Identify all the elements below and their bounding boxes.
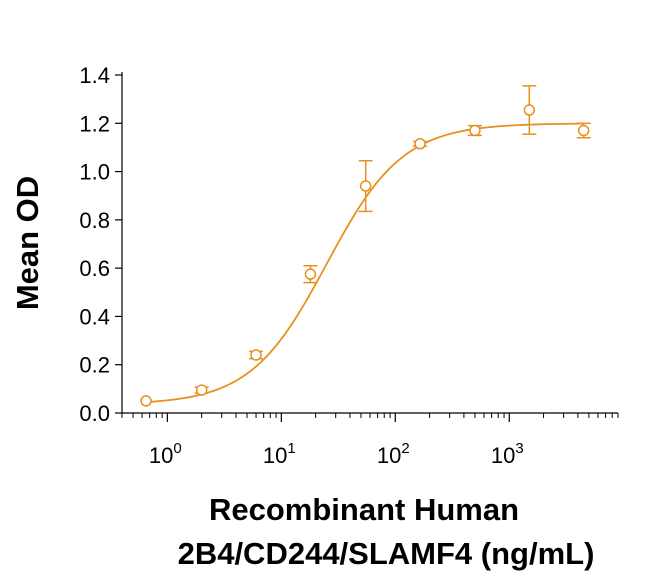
data-point: [249, 349, 264, 361]
y-tick-label: 0.6: [79, 256, 110, 281]
y-tick-label: 1.4: [79, 63, 110, 88]
y-tick-label: 0.4: [79, 304, 110, 329]
data-point: [576, 122, 591, 139]
y-tick-label: 1.0: [79, 160, 110, 185]
y-tick-label: 1.2: [79, 111, 110, 136]
fit-curve: [145, 122, 584, 404]
y-tick-label: 0.8: [79, 208, 110, 233]
data-point: [140, 395, 152, 407]
y-tick-label: 0.2: [79, 353, 110, 378]
data-point: [194, 384, 209, 396]
x-axis-title-line-1: Recombinant Human: [209, 492, 519, 527]
data-point: [358, 159, 373, 213]
y-tick-label: 0.0: [79, 401, 110, 426]
data-point: [522, 85, 537, 135]
point-marker: [195, 384, 208, 396]
point-marker: [250, 349, 262, 361]
x-axis-title-line-2: 2B4/CD244/SLAMF4 (ng/mL): [178, 536, 595, 571]
y-axis-title: Mean OD: [10, 176, 45, 310]
data-point: [413, 138, 428, 150]
point-marker: [140, 395, 152, 407]
point-marker: [469, 124, 481, 137]
x-tick-label: 101: [263, 440, 296, 468]
x-tick-label: 102: [377, 440, 410, 468]
x-tick-label: 100: [149, 440, 182, 468]
x-tick-label: 103: [491, 440, 524, 468]
point-marker: [523, 104, 536, 116]
point-marker: [577, 124, 590, 137]
ticks: 0.0 0.2 0.4 0.6 0.8 1.0 1.2 1.4 100 101 102 103: [79, 63, 619, 468]
point-marker: [304, 268, 317, 280]
axes: [121, 72, 618, 414]
point-marker: [359, 180, 372, 192]
data-points: [140, 85, 591, 407]
data-point: [467, 124, 482, 137]
point-marker: [414, 138, 426, 150]
data-point: [303, 264, 318, 284]
fit-curve-group: [145, 122, 584, 404]
